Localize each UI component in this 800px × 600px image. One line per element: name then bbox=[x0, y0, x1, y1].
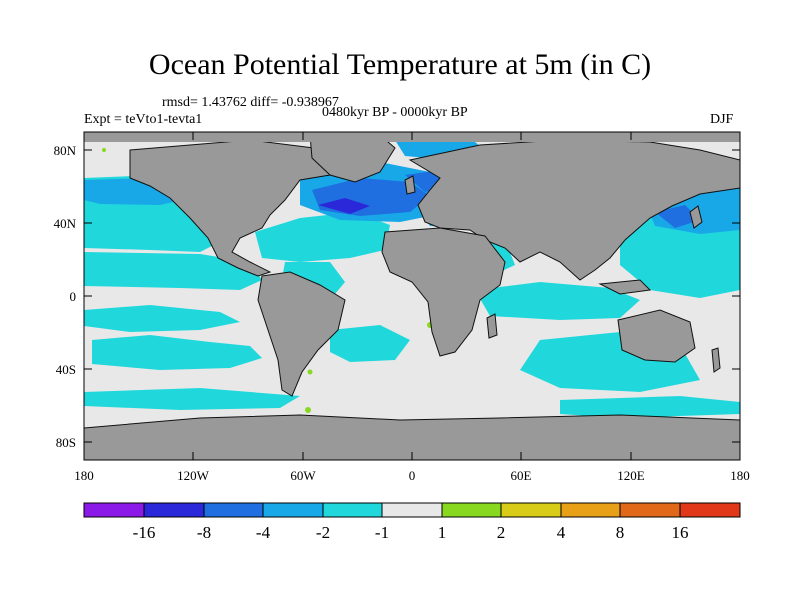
colorbar-label-9: 16 bbox=[672, 523, 689, 542]
cyan-south-atlantic-east bbox=[330, 325, 410, 362]
x-tick-label-60e: 60E bbox=[511, 468, 532, 483]
x-tick-0: 0 bbox=[409, 132, 416, 483]
colorbar-swatch-5 bbox=[381, 502, 443, 518]
land-japan bbox=[689, 205, 703, 229]
land-south-america bbox=[257, 271, 346, 397]
land-britain bbox=[404, 175, 416, 195]
cyan-indian-ocean bbox=[475, 282, 640, 320]
green-spot-antarctic-peninsula bbox=[305, 407, 311, 413]
colorbar-swatch-2 bbox=[203, 502, 264, 518]
colorbar-swatch-10 bbox=[679, 502, 741, 518]
colorbar-swatch-4 bbox=[322, 502, 383, 518]
colorbar-label-1: -8 bbox=[197, 523, 211, 542]
cyan-far-south-indian bbox=[560, 396, 740, 418]
x-tick-label-120e: 120E bbox=[617, 468, 645, 483]
colorbar-label-3: -2 bbox=[316, 523, 330, 542]
colorbar-label-6: 2 bbox=[497, 523, 506, 542]
x-axis: 180 120W 60W 0 60E 120E 180 bbox=[74, 132, 750, 483]
experiment-label: Expt = teVto1-tevta1 bbox=[84, 112, 203, 127]
colorbar-swatch-6 bbox=[441, 502, 502, 518]
y-tick-label-40n: 40N bbox=[54, 216, 77, 231]
y-axis: 80N 40N 0 40S 80S bbox=[54, 143, 740, 450]
land-masses bbox=[84, 134, 740, 460]
y-tick-label-80n: 80N bbox=[54, 143, 77, 158]
y-tick-label-40s: 40S bbox=[56, 362, 76, 377]
colorbar-swatch-9 bbox=[619, 502, 681, 518]
colorbar-swatch-7 bbox=[500, 502, 562, 518]
cyan-tropical-pacific bbox=[84, 252, 262, 290]
x-tick-180w: 180 bbox=[74, 452, 94, 483]
stats-label: rmsd= 1.43762 diff= -0.938967 bbox=[162, 95, 339, 110]
x-tick-120w: 120W bbox=[177, 132, 210, 483]
season-label: DJF bbox=[710, 112, 734, 127]
x-tick-label-60w: 60W bbox=[290, 468, 316, 483]
land-antarctica bbox=[84, 414, 740, 460]
land-new-zealand bbox=[711, 347, 721, 373]
land-africa bbox=[381, 227, 506, 357]
colorbar-label-8: 8 bbox=[616, 523, 625, 542]
land-madagascar bbox=[486, 313, 498, 339]
period-label: 0480kyr BP - 0000kyr BP bbox=[322, 105, 468, 120]
y-tick-0: 0 bbox=[70, 289, 740, 304]
x-tick-180e: 180 bbox=[730, 452, 750, 483]
green-spot-falklands bbox=[307, 369, 313, 375]
x-tick-60e: 60E bbox=[511, 132, 532, 483]
colorbar-swatch-8 bbox=[560, 502, 621, 518]
colorbar-label-0: -16 bbox=[133, 523, 156, 542]
x-tick-label-0: 0 bbox=[409, 468, 416, 483]
cyan-tropical-atlantic bbox=[255, 212, 390, 262]
colorbar-swatch-3 bbox=[262, 502, 324, 518]
deep-blue-japan-sea bbox=[655, 205, 700, 228]
colorbar-label-5: 1 bbox=[438, 523, 447, 542]
land-australia bbox=[617, 309, 696, 363]
map-body bbox=[84, 132, 740, 460]
map-title: Ocean Potential Temperature at 5m (in C) bbox=[148, 48, 652, 81]
colorbar-label-7: 4 bbox=[557, 523, 566, 542]
x-tick-label-180w: 180 bbox=[74, 468, 94, 483]
colorbar-label-4: -1 bbox=[375, 523, 389, 542]
cyan-southern-ocean bbox=[84, 388, 300, 410]
x-tick-label-120w: 120W bbox=[177, 468, 210, 483]
green-spot-arctic bbox=[102, 148, 106, 152]
x-tick-60w: 60W bbox=[290, 132, 316, 483]
colorbar-label-2: -4 bbox=[256, 523, 271, 542]
y-tick-80n: 80N bbox=[54, 143, 740, 158]
colorbar: -16 -8 -4 -2 -1 1 2 4 8 16 bbox=[83, 502, 741, 542]
y-tick-label-0: 0 bbox=[70, 289, 77, 304]
y-tick-80s: 80S bbox=[56, 435, 740, 450]
navy-anomaly-core bbox=[318, 198, 370, 214]
colorbar-swatch-0 bbox=[83, 502, 145, 518]
y-tick-40n: 40N bbox=[54, 216, 740, 231]
y-tick-label-80s: 80S bbox=[56, 435, 76, 450]
cyan-south-pacific-band bbox=[92, 335, 262, 370]
land-indonesia bbox=[598, 279, 652, 295]
land-eurasia bbox=[408, 139, 740, 281]
y-tick-40s: 40S bbox=[56, 362, 740, 377]
x-tick-120e: 120E bbox=[617, 132, 645, 483]
x-tick-label-180e: 180 bbox=[730, 468, 750, 483]
cyan-south-pacific-2 bbox=[84, 305, 240, 332]
colorbar-swatch-1 bbox=[143, 502, 205, 518]
